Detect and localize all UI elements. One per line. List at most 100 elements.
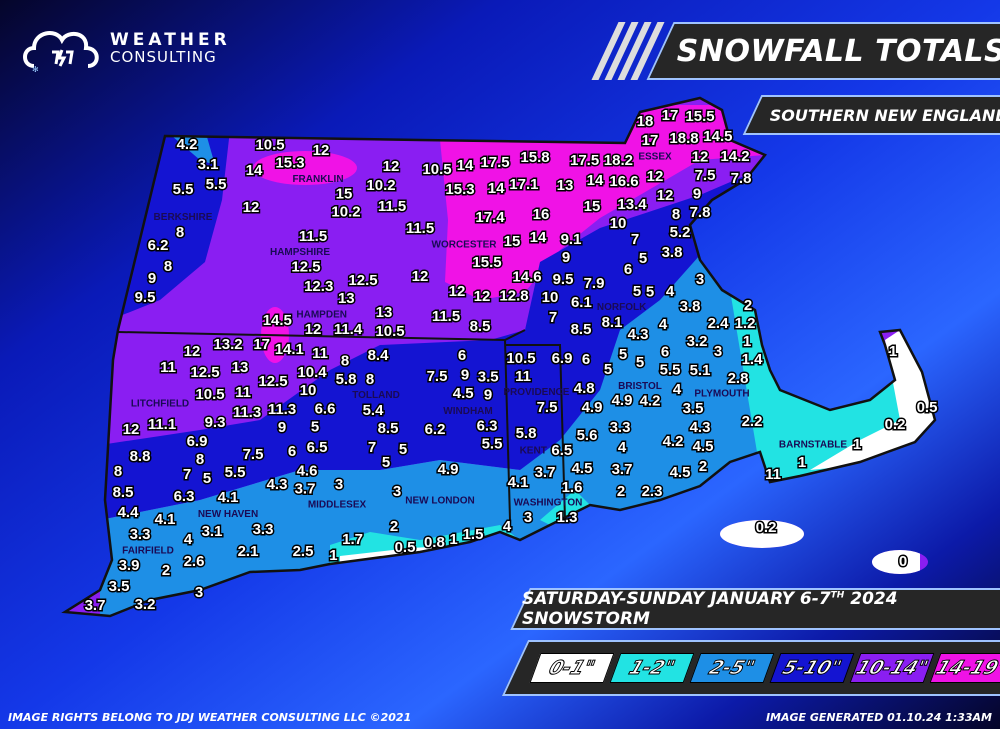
snowfall-total-label: 4.9 [612,392,633,409]
legend-5-10: 5-10" [769,653,855,683]
snowfall-total-label: 8.5 [571,321,592,338]
snowfall-total-label: 1 [798,454,806,471]
snowfall-total-label: 14 [530,229,547,246]
snowfall-total-label: 10.5 [506,350,535,367]
zone-franklin-14-19 [253,151,357,185]
snowfall-total-label: 3.3 [610,419,631,436]
snowfall-total-label: 2.5 [293,543,314,560]
snowfall-total-label: 4.9 [438,461,459,478]
county-label: FRANKLIN [292,174,343,185]
snowfall-total-label: 4 [659,316,668,333]
snowfall-total-label: 9 [693,185,701,202]
snowfall-total-label: 6.9 [187,433,208,450]
snowfall-total-label: 3.2 [135,596,156,613]
snowfall-total-label: 14.1 [275,341,304,358]
snowfall-total-label: 1 [329,547,337,564]
snowfall-total-label: 10.2 [331,203,360,220]
snowfall-total-label: 6.3 [477,417,498,434]
snowfall-total-label: 12.3 [304,278,333,295]
county-label: WINDHAM [443,406,492,417]
snowfall-total-label: 17 [642,132,659,149]
jdj-logo: ✻ WEATHER CONSULTING [22,22,231,74]
snowfall-total-label: 4.1 [508,474,529,491]
legend-10-14: 10-14" [849,653,935,683]
snowfall-total-label: 3.7 [535,464,556,481]
snowfall-total-label: 5.2 [670,224,691,241]
snowfall-total-label: 17.5 [480,154,509,171]
snowfall-total-label: 14.6 [512,269,541,286]
snowfall-total-label: 12.8 [499,287,528,304]
snowfall-total-label: 8 [341,353,349,370]
snowfall-total-label: 4.8 [574,380,595,397]
snowfall-total-label: 1.4 [742,351,764,368]
snowfall-total-label: 5.1 [690,362,711,379]
snowfall-total-label: 11 [515,368,531,385]
snowfall-total-label: 1.6 [562,479,583,496]
snowfall-total-label: 8.4 [368,347,390,364]
county-labels: BERKSHIRE FRANKLIN HAMPSHIRE HAMPDEN WORCEST… [122,151,847,556]
snowfall-total-label: 4.2 [177,136,198,153]
snowfall-total-label: 8.5 [378,420,399,437]
snowfall-total-label: 7 [368,439,376,456]
snowfall-total-label: 7.5 [427,368,448,385]
county-label: NEW HAVEN [198,509,258,520]
snowfall-total-label: 11.5 [406,220,434,237]
snowfall-total-label: 7 [631,231,639,248]
snowfall-total-label: 5.6 [577,427,598,444]
snowfall-total-label: 3.8 [662,244,683,261]
snowfall-total-label: 1 [853,436,861,453]
snowfall-total-label: 15 [584,198,601,215]
snowfall-total-label: 12.5 [190,364,219,381]
snowfall-total-label: 15.8 [520,149,549,166]
snowfall-total-label: 6 [661,344,669,361]
snowfall-total-label: 0.2 [885,416,906,433]
snowfall-total-label: 8 [114,463,122,480]
county-label: BERKSHIRE [154,212,213,223]
snowfall-total-label: 2.2 [742,413,763,430]
snowfall-total-label: 9 [461,366,469,383]
snowfall-total-label: 8 [164,258,172,275]
snowfall-total-label: 4 [503,518,512,535]
snowfall-total-label: 12.5 [291,259,320,276]
storm-title-main: SATURDAY-SUNDAY JANUARY 6-7 [522,589,831,609]
snowfall-total-label: 14 [488,180,505,197]
snowfall-total-label: 3.8 [680,298,701,315]
snowfall-total-label: 11 [312,345,328,362]
snowfall-total-label: 8 [176,224,184,241]
snowfall-total-label: 5 [203,470,211,487]
snowfall-total-label: 11.3 [268,401,296,418]
snowfall-total-label: 9.3 [205,414,226,431]
zone-14-19 [440,105,765,300]
snowfall-total-label: 2.3 [642,483,663,500]
snowfall-total-label: 0.5 [917,399,938,416]
snowfall-total-label: 3.7 [612,461,633,478]
snowfall-total-label: 7.9 [584,275,605,292]
snowfall-total-label: 4.3 [267,476,288,493]
snowfall-total-label: 2.1 [238,543,259,560]
snowfall-total-label: 12 [383,158,400,175]
snowfall-total-label: 0.5 [395,539,416,556]
snowfall-total-label: 8.8 [130,448,151,465]
snowfall-total-label: 14 [457,157,474,174]
snowfall-total-label: 1 [889,343,897,360]
snowfall-total-label: 6 [582,351,590,368]
snowfall-total-label: 14 [587,172,604,189]
snowfall-total-label: 18.8 [669,130,698,147]
snowfall-total-label: 9 [148,270,156,287]
snowfall-total-label: 8.5 [470,318,491,335]
snowfall-total-label: 10.2 [366,177,395,194]
snowfall-total-label: 6.5 [551,442,572,459]
snowfall-total-label: 15 [504,233,521,250]
snowfall-total-label: 11.3 [233,404,261,421]
snowfall-total-label: 10.5 [195,386,224,403]
brand-line2: CONSULTING [110,48,217,66]
snowfall-total-label: 9 [562,249,570,266]
snowfall-total-label: 1.5 [463,526,484,543]
snowfall-total-label: 5.8 [336,371,357,388]
state-borders [117,329,566,521]
snowfall-total-label: 11 [160,359,176,376]
snowfall-total-label: 13 [232,359,249,376]
snowfall-total-label: 2 [162,562,170,579]
storm-title-banner: SATURDAY-SUNDAY JANUARY 6-7TH 2024 SNOWS… [510,588,1000,630]
